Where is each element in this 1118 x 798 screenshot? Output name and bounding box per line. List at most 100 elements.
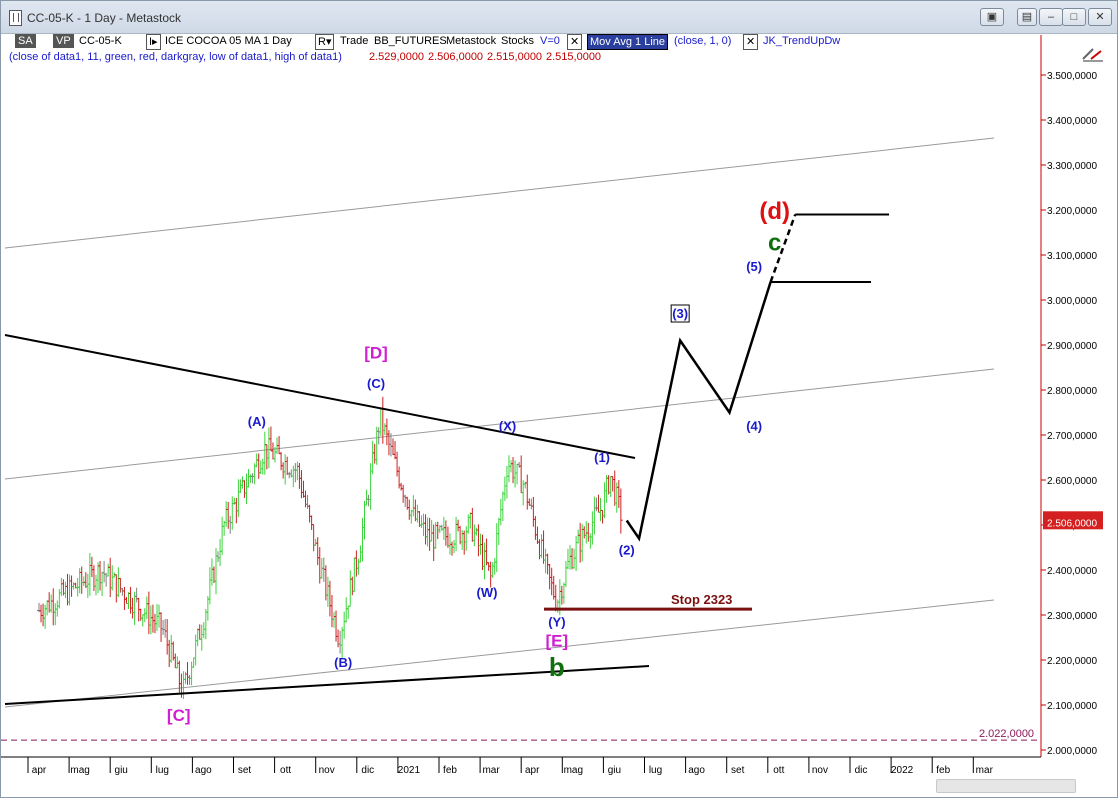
x-tick-label: feb (936, 765, 950, 776)
y-tick-label: 2.200,0000 (1047, 656, 1097, 667)
y-tick-label: 2.900,0000 (1047, 341, 1097, 352)
x-tick-label: feb (443, 765, 457, 776)
mov-avg-indicator[interactable]: Mov Avg 1 Line (587, 34, 669, 50)
stop-label: Stop 2323 (671, 592, 732, 607)
vp-dropdown[interactable]: VP (53, 34, 74, 48)
play-icon[interactable]: I▸ (146, 34, 161, 50)
x-tick-label: ago (195, 765, 212, 776)
y-tick-label: 2.600,0000 (1047, 476, 1097, 487)
x-tick-label: giu (608, 765, 621, 776)
channel-lower-line (4, 599, 995, 708)
x-tick-label: ago (688, 765, 705, 776)
price-chart[interactable]: 2.022,0000 Stop 2323 (A) (B) (C) [D] [C] (W) (… (1, 35, 1117, 795)
lower-trendline (4, 665, 650, 705)
wave-label: (W) (477, 585, 498, 600)
wave-label: (3) (672, 306, 688, 321)
y-tick-label: 3.100,0000 (1047, 251, 1097, 262)
horizontal-scrollbar[interactable] (936, 779, 1076, 793)
y-tick-label: 2.400,0000 (1047, 566, 1097, 577)
source-label: BB_FUTURES (374, 35, 447, 47)
maximize-button[interactable]: □ (1062, 8, 1086, 26)
title-bar: CC-05-K - 1 Day - Metastock ▣ ▤ – □ ✕ (1, 1, 1117, 34)
x-tick-label: mar (976, 765, 994, 776)
wave-label: [C] (167, 706, 191, 725)
wave-label: (A) (248, 414, 266, 429)
x-tick-label: apr (32, 765, 47, 776)
symbol-label: CC-05-K (79, 35, 122, 47)
wave-label: c (768, 230, 781, 257)
instrument-label: ICE COCOA 05 MA (165, 35, 261, 47)
wave-label-box (670, 304, 690, 323)
trend-params: (close of data1, 11, green, red, darkgra… (9, 51, 342, 63)
window-settings-icon[interactable]: ▤ (1017, 8, 1037, 26)
x-tick-label: lug (649, 765, 662, 776)
y-tick-label: 2.000,0000 (1047, 746, 1097, 757)
wave-label: [E] (546, 632, 569, 651)
y-tick-label: 2.300,0000 (1047, 611, 1097, 622)
y-tick-label: 2.800,0000 (1047, 386, 1097, 397)
x-tick-label: lug (156, 765, 169, 776)
y-tick-label: 2.700,0000 (1047, 431, 1097, 442)
wave-label: (d) (759, 198, 790, 225)
wave-label: (Y) (548, 614, 565, 629)
wave-label: (1) (594, 450, 610, 465)
y-tick-label: 3.200,0000 (1047, 206, 1097, 217)
x-tick-label: apr (525, 765, 540, 776)
wave-label: (4) (746, 419, 762, 434)
channel-middle-line (4, 368, 995, 480)
wave-label: (2) (619, 542, 635, 557)
projection-path (625, 281, 772, 542)
drawing-tool-icon[interactable] (1082, 48, 1103, 62)
wave-label: (X) (499, 419, 516, 434)
mov-avg-params: (close, 1, 0) (674, 35, 732, 47)
y-tick-label: 3.300,0000 (1047, 161, 1097, 172)
x-tick-label: ott (280, 765, 291, 776)
app-icon (9, 10, 22, 26)
r-dropdown[interactable]: R▾ (315, 34, 335, 50)
close-value: 2.515,0000 (546, 51, 602, 63)
sa-dropdown[interactable]: SA (15, 34, 36, 48)
remove-volume-icon[interactable]: ✕ (567, 34, 583, 50)
trade-label: Trade (340, 35, 369, 47)
wave-label: (B) (334, 655, 352, 670)
upper-trendline (4, 334, 636, 459)
x-tick-label: mag (564, 765, 583, 776)
channel-upper-line (4, 137, 995, 249)
x-tick-label: 2022 (891, 765, 914, 776)
chart-toolbar: SA VP CC-05-K I▸ ICE COCOA 05 MA 1 Day R… (1, 33, 1041, 63)
x-tick-label: nov (319, 765, 335, 776)
projection-dashed-path (769, 214, 797, 283)
x-tick-label: set (238, 765, 252, 776)
y-tick-label: 3.000,0000 (1047, 296, 1097, 307)
minimize-button[interactable]: – (1039, 8, 1063, 26)
x-tick-label: set (731, 765, 745, 776)
window-title: CC-05-K - 1 Day - Metastock (27, 11, 182, 25)
trend-indicator-label[interactable]: JK_TrendUpDw (763, 35, 841, 47)
wave-label: (5) (746, 259, 762, 274)
y-tick-label: 3.500,0000 (1047, 71, 1097, 82)
x-tick-label: dic (361, 765, 374, 776)
x-tick-label: mar (482, 765, 500, 776)
high-value: 2.506,0000 (428, 51, 484, 63)
x-tick-label: 2021 (398, 765, 421, 776)
open-value: 2.529,0000 (369, 51, 425, 63)
stocks-label: Stocks (501, 35, 535, 47)
last-price-label: 2.506,0000 (1047, 518, 1097, 529)
window-layout-icon[interactable]: ▣ (980, 8, 1004, 26)
x-tick-label: mag (70, 765, 89, 776)
close-button[interactable]: ✕ (1088, 8, 1112, 26)
x-tick-label: nov (812, 765, 828, 776)
x-tick-label: dic (855, 765, 868, 776)
wave-label: b (549, 652, 565, 682)
y-tick-label: 2.100,0000 (1047, 701, 1097, 712)
x-tick-label: ott (773, 765, 784, 776)
remove-indicator-icon[interactable]: ✕ (743, 34, 759, 50)
x-tick-label: giu (115, 765, 128, 776)
y-tick-label: 3.400,0000 (1047, 116, 1097, 127)
low-value: 2.515,0000 (487, 51, 543, 63)
last-price-box (1043, 511, 1103, 530)
volume-label: V=0 (540, 35, 560, 47)
period-label[interactable]: 1 Day (263, 35, 292, 47)
wave-label: [D] (364, 344, 388, 363)
